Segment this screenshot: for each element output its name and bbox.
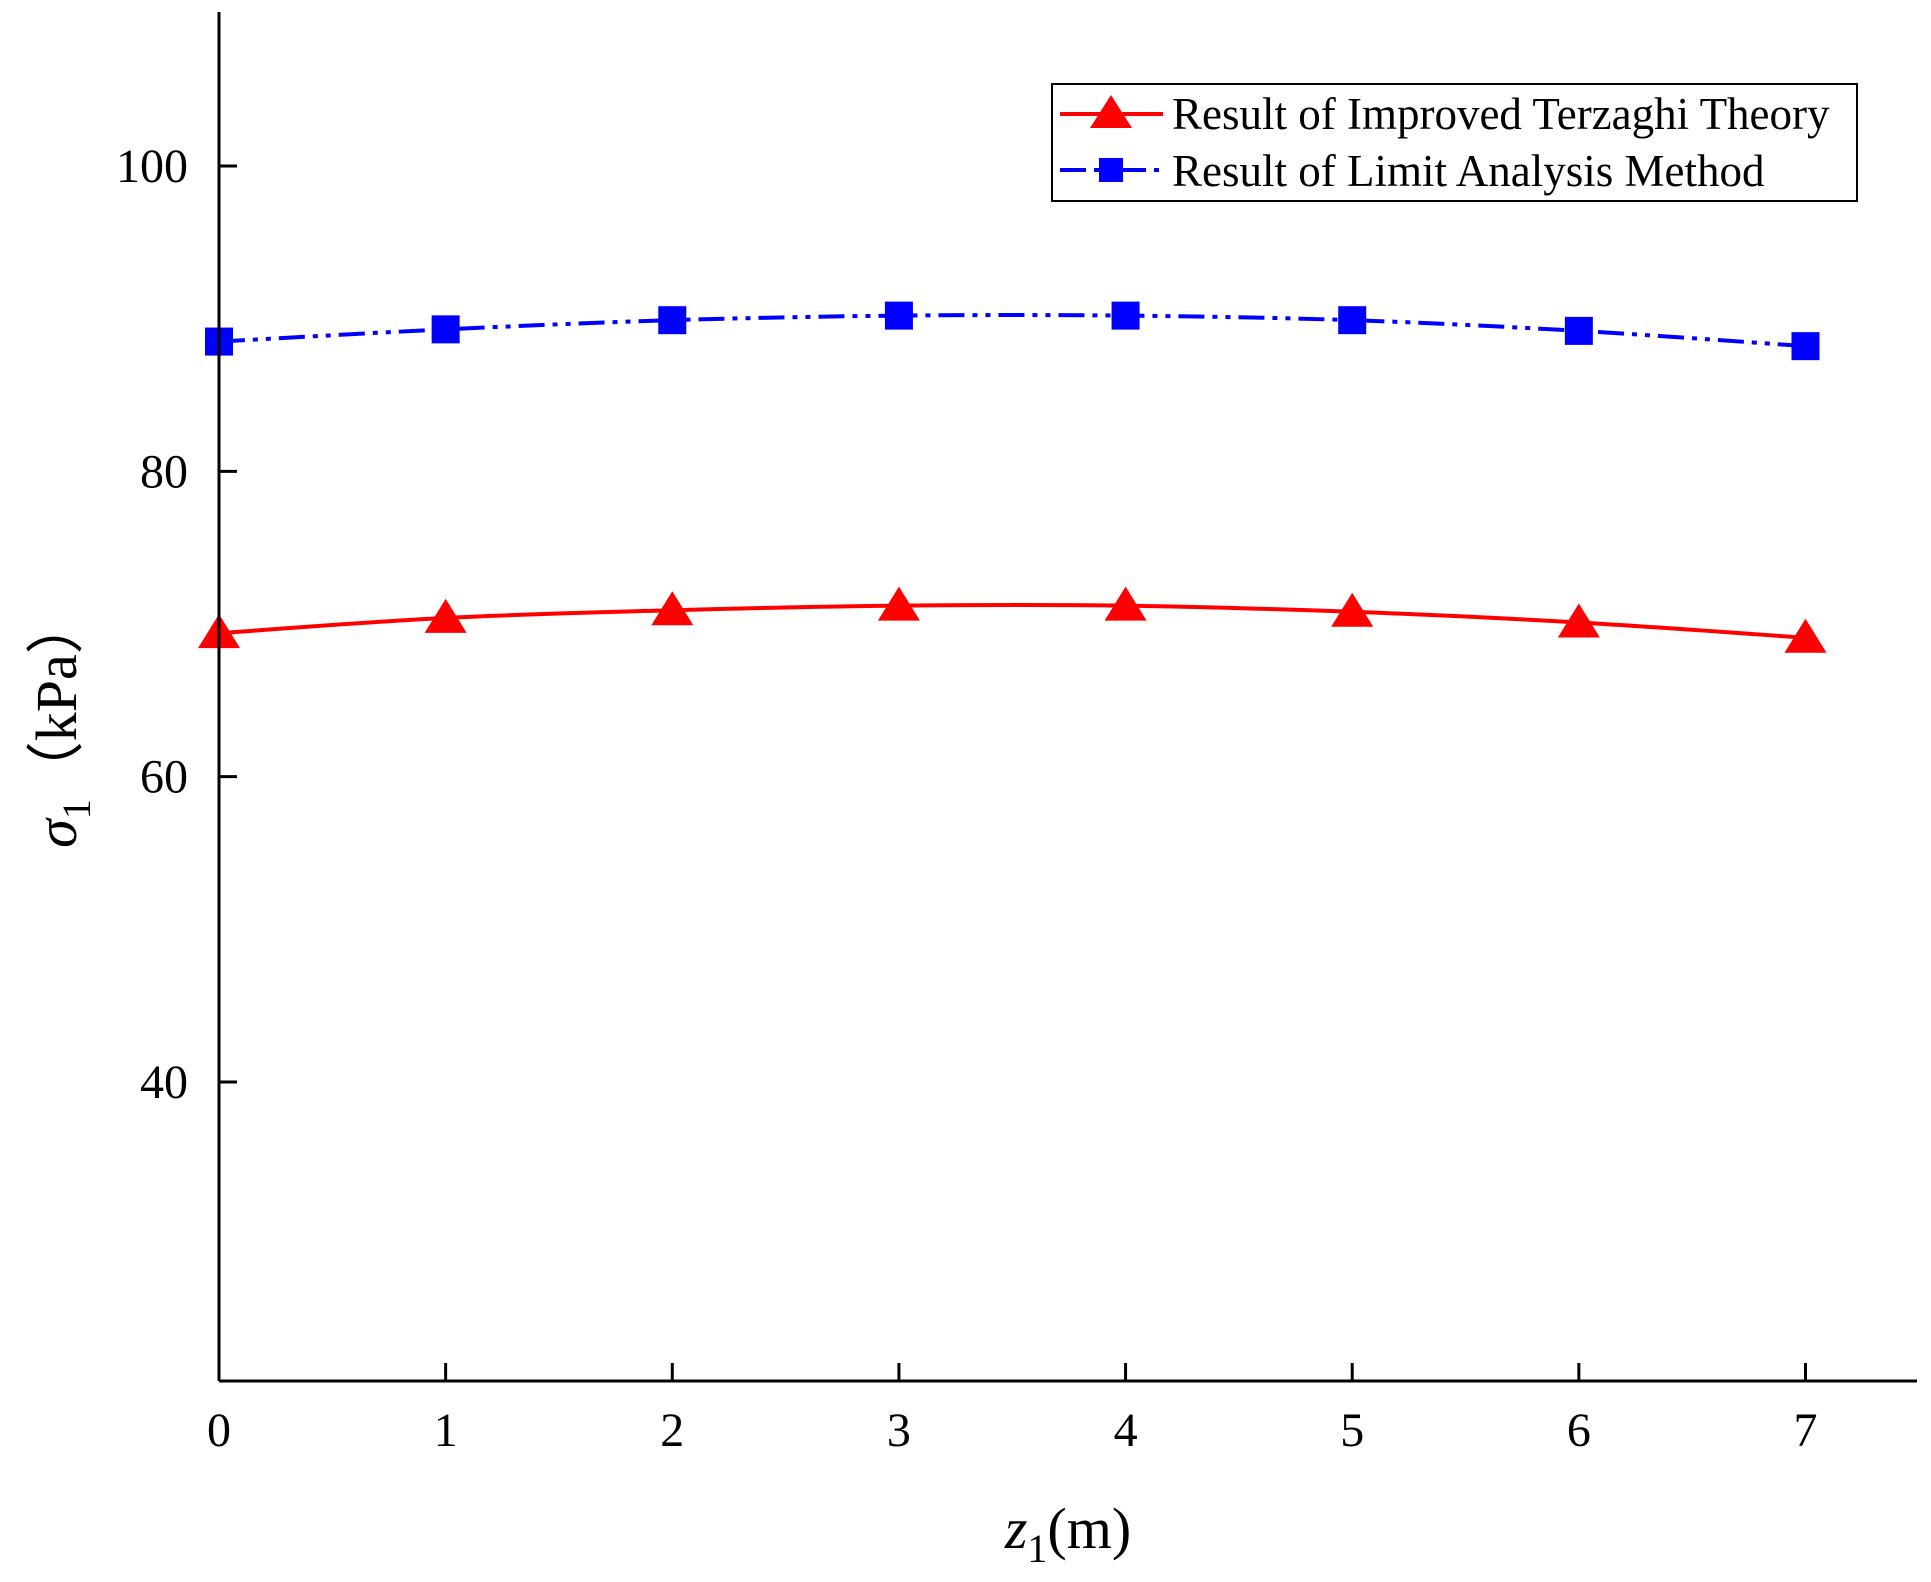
series-1-point-2 — [651, 591, 694, 626]
series-2-point-6 — [1564, 316, 1593, 345]
x-tick-label-6: 6 — [1567, 1404, 1591, 1457]
series-2-point-1 — [431, 315, 460, 344]
y-tick-label-60: 60 — [140, 751, 188, 804]
label-layer: 0 1 2 3 4 5 6 7 40 60 80 100 — [116, 140, 1818, 1457]
x-tick-label-2: 2 — [660, 1404, 684, 1457]
series-2 — [205, 301, 1820, 361]
axes-layer — [217, 12, 1917, 1383]
x-tick-label-5: 5 — [1340, 1404, 1364, 1457]
series-1-point-6 — [1557, 603, 1600, 638]
series-line-2 — [218, 313, 1806, 349]
x-axis-title-sub: 1 — [1027, 1526, 1047, 1571]
legend: Result of Improved Terzaghi Theory Resul… — [1051, 83, 1858, 202]
x-tick-label-1: 1 — [434, 1404, 458, 1457]
series-1-point-7 — [1784, 618, 1827, 653]
series-layer — [198, 301, 1827, 653]
y-axis-title-var: σ — [24, 817, 89, 848]
y-tick-label-80: 80 — [140, 445, 188, 498]
legend-marker-triangle — [1090, 95, 1132, 128]
series-1-point-5 — [1331, 592, 1374, 627]
y-tick-label-40: 40 — [140, 1056, 188, 1109]
y-axis-title-sub: 1 — [54, 799, 99, 819]
y-axis-title: σ1（kPa） — [24, 596, 99, 848]
series-2-point-2 — [658, 306, 687, 335]
series-1-point-4 — [1104, 586, 1147, 621]
series-1-point-1 — [424, 598, 467, 633]
series-2-point-5 — [1338, 306, 1367, 335]
series-1 — [198, 586, 1827, 653]
x-tick-label-7: 7 — [1794, 1404, 1818, 1457]
legend-marker-square — [1099, 158, 1123, 182]
series-1-point-3 — [877, 586, 920, 621]
legend-label-series-2: Result of Limit Analysis Method — [1172, 146, 1765, 196]
y-axis-title-group: σ1（kPa） — [24, 596, 99, 848]
x-tick-label-4: 4 — [1114, 1404, 1138, 1457]
x-tick-label-3: 3 — [887, 1404, 911, 1457]
y-axis-title-unit: （kPa） — [24, 596, 89, 799]
series-2-point-4 — [1111, 301, 1140, 330]
x-tick-label-0: 0 — [207, 1404, 231, 1457]
x-axis-title: z1(m) — [1004, 1496, 1131, 1571]
legend-box — [1051, 83, 1858, 202]
legend-label-series-1: Result of Improved Terzaghi Theory — [1172, 89, 1830, 139]
series-2-point-3 — [884, 301, 913, 330]
x-axis-title-var: z — [1004, 1496, 1028, 1561]
series-line-1 — [218, 603, 1806, 640]
x-axis-title-unit: (m) — [1047, 1496, 1131, 1561]
y-tick-label-100: 100 — [116, 140, 188, 193]
series-2-point-7 — [1791, 332, 1820, 361]
